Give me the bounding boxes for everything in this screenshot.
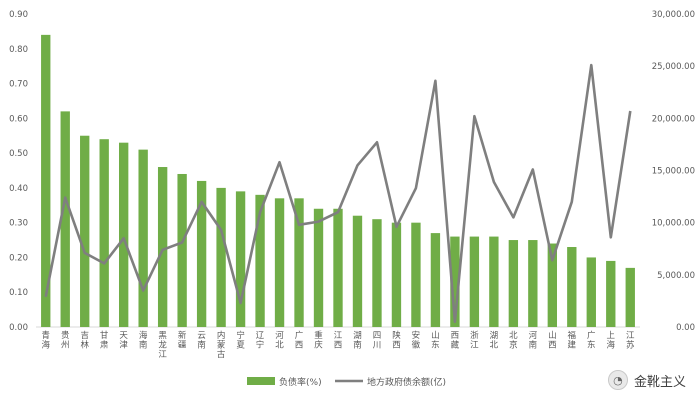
bar xyxy=(255,194,265,327)
y-left-tick-label: 0.60 xyxy=(9,114,28,124)
x-tick-label: 安徽 xyxy=(412,330,421,351)
x-tick-label: 山西 xyxy=(548,330,557,351)
bar xyxy=(430,233,441,327)
x-tick-label: 浙江 xyxy=(470,330,479,351)
y-right-tick-label: 25,000.00 xyxy=(652,62,695,72)
bar xyxy=(411,222,421,327)
y-right-tick-label: 10,000.00 xyxy=(652,219,695,229)
y-right-tick-label: 20,000.00 xyxy=(652,114,695,124)
bar xyxy=(196,180,207,327)
bar xyxy=(528,240,538,327)
bar xyxy=(508,240,519,327)
x-tick-label: 河北 xyxy=(275,330,284,351)
x-tick-label: 海南 xyxy=(139,330,148,351)
x-tick-label: 福建 xyxy=(568,330,577,351)
bar xyxy=(294,198,304,327)
bar xyxy=(469,236,480,327)
bar xyxy=(372,219,382,327)
bar xyxy=(119,142,129,327)
watermark: ◔ 金靴主义 xyxy=(607,370,686,390)
bar xyxy=(177,173,187,327)
bar xyxy=(333,208,343,327)
y-right-tick-label: 0.00 xyxy=(676,323,695,333)
x-tick-label: 云南 xyxy=(197,331,206,351)
x-tick-label: 北京 xyxy=(509,331,518,351)
bar xyxy=(606,260,616,327)
x-tick-label: 青海 xyxy=(41,330,50,351)
legend-bar-swatch xyxy=(247,377,275,385)
y-left-tick-label: 0.30 xyxy=(9,219,28,229)
x-tick-label: 吉林 xyxy=(80,331,89,351)
x-tick-label: 湖北 xyxy=(490,331,499,351)
y-left-tick-label: 0.70 xyxy=(9,80,28,90)
x-tick-label: 重庆 xyxy=(314,330,323,351)
bar xyxy=(391,222,402,327)
y-right-tick-label: 30,000.00 xyxy=(652,10,695,20)
y-right-tick-label: 5,000.00 xyxy=(657,271,695,281)
bar xyxy=(450,236,460,327)
bar xyxy=(216,187,226,327)
x-tick-label: 河南 xyxy=(529,330,538,351)
y-left-tick-label: 0.80 xyxy=(9,45,28,55)
watermark-text: 金靴主义 xyxy=(633,374,686,390)
x-tick-label: 天津 xyxy=(119,331,128,351)
bar xyxy=(567,247,577,327)
bar xyxy=(313,208,324,327)
bar xyxy=(489,236,499,327)
x-tick-label: 辽宁 xyxy=(256,331,265,351)
x-tick-label: 江苏 xyxy=(626,331,635,351)
x-tick-label: 江西 xyxy=(334,331,343,351)
legend-line-label: 地方政府债余额(亿) xyxy=(367,376,446,388)
y-left-tick-label: 0.10 xyxy=(9,288,28,298)
x-tick-label: 陕西 xyxy=(392,330,401,351)
x-tick-label: 山东 xyxy=(431,330,440,351)
bar xyxy=(60,111,70,327)
x-tick-label: 广东 xyxy=(587,330,596,351)
bar xyxy=(586,257,596,327)
bar xyxy=(274,198,285,327)
bar xyxy=(547,243,557,327)
x-tick-label: 内蒙古 xyxy=(217,330,226,360)
x-tick-label: 甘肃 xyxy=(100,330,109,351)
y-left-tick-label: 0.00 xyxy=(9,323,28,333)
legend-bar-label: 负债率(%) xyxy=(279,376,322,388)
y-left-tick-label: 0.20 xyxy=(9,253,28,263)
bar xyxy=(157,167,168,327)
x-tick-label: 上海 xyxy=(607,331,616,351)
x-tick-label: 西藏 xyxy=(451,331,460,351)
x-tick-label: 贵州 xyxy=(61,330,70,351)
x-tick-label: 新疆 xyxy=(178,330,187,351)
x-tick-label: 黑龙江 xyxy=(158,331,167,360)
x-tick-label: 宁夏 xyxy=(236,330,245,351)
x-tick-label: 湖南 xyxy=(353,331,362,351)
y-right-tick-label: 15,000.00 xyxy=(652,167,695,177)
y-left-tick-label: 0.50 xyxy=(9,149,28,159)
bar xyxy=(625,267,635,327)
bar xyxy=(80,135,90,327)
debt-balance-line xyxy=(44,63,632,324)
bar xyxy=(99,139,109,327)
bar xyxy=(235,191,246,327)
y-left-tick-label: 0.40 xyxy=(9,184,28,194)
wechat-logo-icon: ◔ xyxy=(607,370,628,390)
x-tick-label: 广西 xyxy=(295,330,304,351)
x-tick-label: 四川 xyxy=(373,331,382,351)
y-left-tick-label: 0.90 xyxy=(9,10,28,20)
bar xyxy=(138,149,148,327)
bar xyxy=(352,215,363,327)
bar xyxy=(41,34,51,327)
